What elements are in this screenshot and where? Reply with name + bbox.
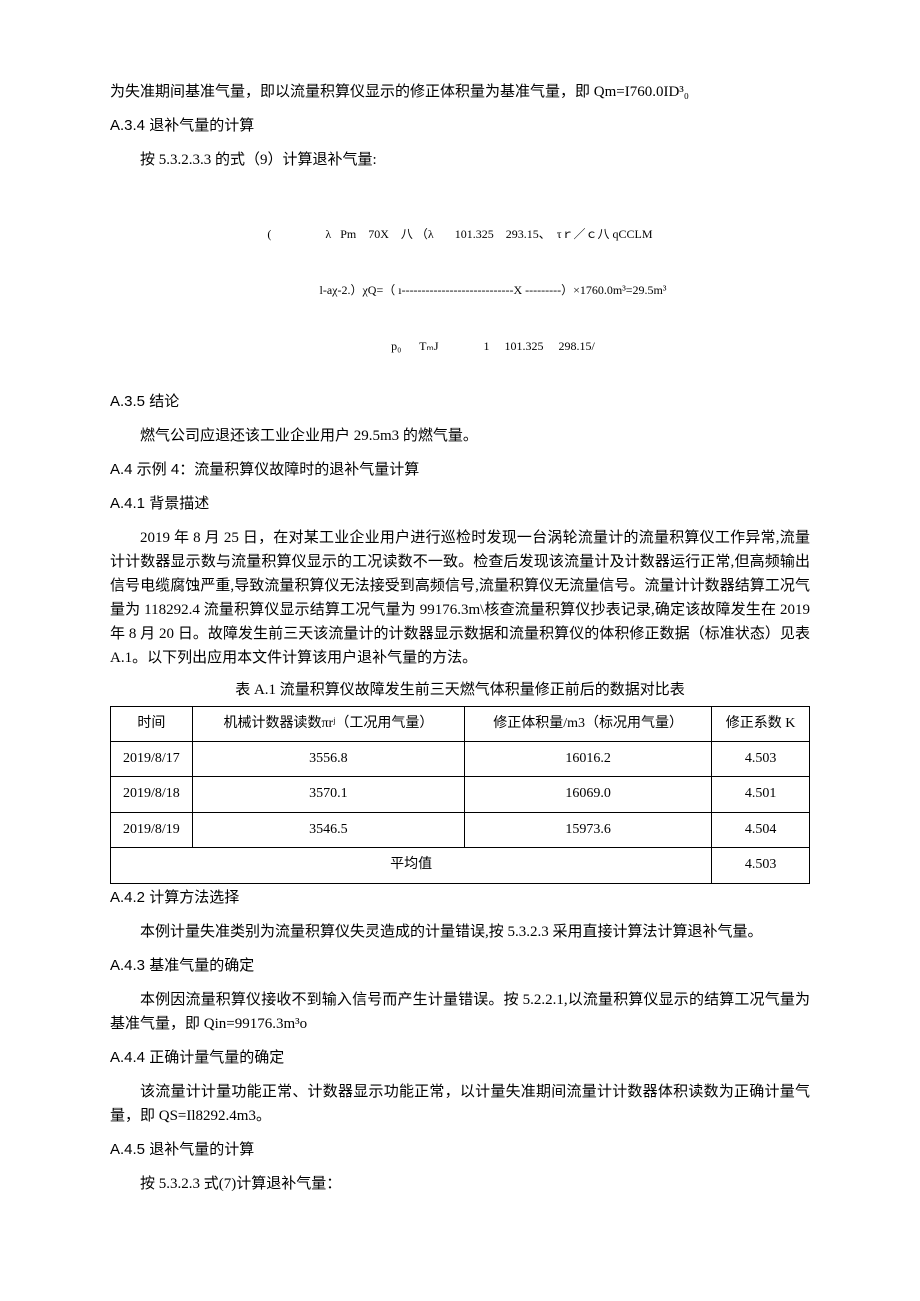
- para-a45: 按 5.3.2.3 式(7)计算退补气量：: [110, 1172, 810, 1196]
- formula-line-3: p₀ TₘJ 1 101.325 298.15/: [110, 338, 810, 355]
- cell-counter: 3546.5: [192, 812, 464, 847]
- para-a35: 燃气公司应退还该工业企业用户 29.5m3 的燃气量。: [110, 424, 810, 448]
- cell-counter: 3556.8: [192, 741, 464, 776]
- cell-average-value: 4.503: [712, 848, 810, 883]
- table-header-time: 时间: [111, 706, 193, 741]
- cell-average-label: 平均值: [111, 848, 712, 883]
- table-row: 2019/8/17 3556.8 16016.2 4.503: [111, 741, 810, 776]
- para-a42: 本例计量失准类别为流量积算仪失灵造成的计量错误,按 5.3.2.3 采用直接计算…: [110, 920, 810, 944]
- cell-date: 2019/8/17: [111, 741, 193, 776]
- table-header-counter: 机械计数器读数πrʲ（工况用气量）: [192, 706, 464, 741]
- cell-date: 2019/8/19: [111, 812, 193, 847]
- heading-a4: A.4 示例 4：流量积算仪故障时的退补气量计算: [110, 458, 810, 482]
- table-row: 2019/8/18 3570.1 16069.0 4.501: [111, 777, 810, 812]
- cell-corrected: 16069.0: [465, 777, 712, 812]
- heading-a45: A.4.5 退补气量的计算: [110, 1138, 810, 1162]
- heading-a35: A.3.5 结论: [110, 390, 810, 414]
- para-a41: 2019 年 8 月 25 日，在对某工业企业用户进行巡检时发现一台涡轮流量计的…: [110, 526, 810, 670]
- formula-block: ( λ Pm 70X 八 （λ 101.325 293.15、 τｒ／ｃ八 qC…: [110, 187, 810, 375]
- cell-date: 2019/8/18: [111, 777, 193, 812]
- table-header-k: 修正系数 K: [712, 706, 810, 741]
- para-a34: 按 5.3.2.3.3 的式（9）计算退补气量:: [110, 148, 810, 172]
- formula-line-1: ( λ Pm 70X 八 （λ 101.325 293.15、 τｒ／ｃ八 qC…: [110, 226, 810, 243]
- heading-a41: A.4.1 背景描述: [110, 492, 810, 516]
- cell-k: 4.504: [712, 812, 810, 847]
- para-a44: 该流量计计量功能正常、计数器显示功能正常，以计量失准期间流量计计数器体积读数为正…: [110, 1080, 810, 1128]
- table-header-row: 时间 机械计数器读数πrʲ（工况用气量） 修正体积量/m3（标况用气量） 修正系…: [111, 706, 810, 741]
- cell-k: 4.501: [712, 777, 810, 812]
- intro-paragraph: 为失准期间基准气量，即以流量积算仪显示的修正体积量为基准气量，即 Qm=I760…: [110, 80, 810, 104]
- table-footer-row: 平均值 4.503: [111, 848, 810, 883]
- heading-a44: A.4.4 正确计量气量的确定: [110, 1046, 810, 1070]
- cell-k: 4.503: [712, 741, 810, 776]
- heading-a34: A.3.4 退补气量的计算: [110, 114, 810, 138]
- heading-a42: A.4.2 计算方法选择: [110, 886, 810, 910]
- table-header-corrected: 修正体积量/m3（标况用气量）: [465, 706, 712, 741]
- para-a43: 本例因流量积算仪接收不到输入信号而产生计量错误。按 5.2.2.1,以流量积算仪…: [110, 988, 810, 1036]
- formula-line-2: l-aχ-2.）χQ=（ ı--------------------------…: [110, 282, 810, 299]
- table-row: 2019/8/19 3546.5 15973.6 4.504: [111, 812, 810, 847]
- cell-counter: 3570.1: [192, 777, 464, 812]
- cell-corrected: 16016.2: [465, 741, 712, 776]
- heading-a43: A.4.3 基准气量的确定: [110, 954, 810, 978]
- data-table: 时间 机械计数器读数πrʲ（工况用气量） 修正体积量/m3（标况用气量） 修正系…: [110, 706, 810, 884]
- cell-corrected: 15973.6: [465, 812, 712, 847]
- table-title: 表 A.1 流量积算仪故障发生前三天燃气体积量修正前后的数据对比表: [110, 678, 810, 702]
